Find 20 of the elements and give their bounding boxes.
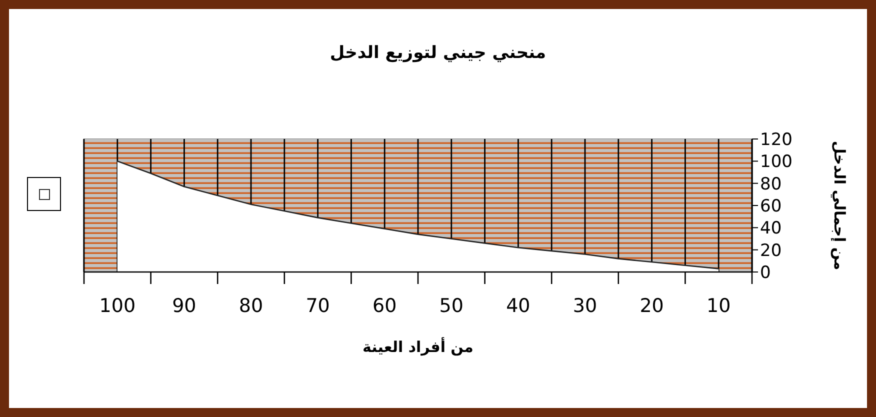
x-tick-label: 70 — [306, 295, 330, 317]
x-tick-label: 50 — [439, 295, 464, 317]
y-tick-label: 0 — [760, 263, 771, 284]
y-axis-title: من إجمالي الدخل — [830, 140, 849, 270]
x-tick-label: 90 — [172, 295, 196, 317]
y-tick-label: 40 — [760, 218, 782, 239]
y-tick-label: 120 — [760, 130, 792, 150]
x-tick-label: 10 — [706, 295, 731, 317]
x-tick-label: 40 — [506, 295, 530, 317]
x-tick-label: 60 — [372, 295, 397, 317]
chart-title: منحني جيني لتوزيع الدخل — [328, 43, 548, 63]
x-tick-label: 100 — [99, 295, 136, 317]
y-tick-label: 60 — [760, 196, 782, 217]
y-tick-label: 20 — [760, 240, 782, 261]
y-tick-label: 80 — [760, 174, 782, 194]
y-tick-label: 100 — [760, 152, 792, 172]
x-tick-label: 30 — [572, 295, 598, 317]
x-tick-label: 20 — [640, 295, 664, 317]
x-tick-label: 80 — [238, 295, 264, 317]
x-axis-title: من أفراد العينة — [362, 337, 474, 356]
